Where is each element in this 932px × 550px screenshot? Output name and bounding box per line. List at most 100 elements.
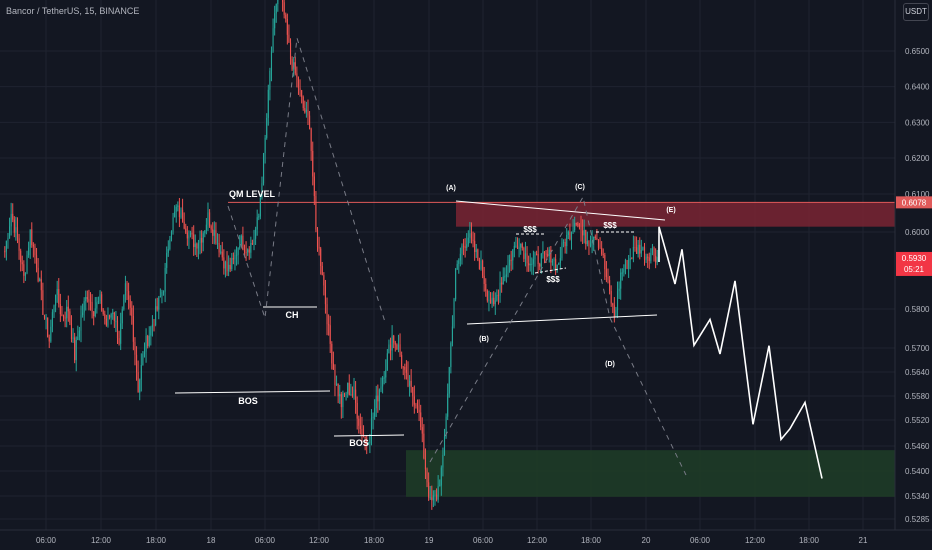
candle-body	[488, 299, 490, 301]
candle-body	[534, 253, 536, 260]
x-tick-label: 12:00	[745, 536, 766, 545]
x-tick-label: 20	[642, 536, 651, 545]
y-tick-label: 0.5520	[905, 416, 930, 425]
time-axis[interactable]: 06:00 12:00 18:00 18 06:00 12:00 18:00 19 06:00 1…	[0, 529, 932, 545]
candle-body	[18, 238, 20, 251]
candle-body	[642, 247, 644, 251]
liquidity-label-2: $$$	[546, 275, 560, 284]
candle-body	[577, 223, 579, 226]
annotation-labels: QM LEVEL CH BOS BOS (A) (B) (C) (D) (E) $$$ $$$ $$$	[229, 184, 676, 448]
candle-body	[40, 279, 42, 291]
demand-zone	[406, 450, 895, 497]
candle-body	[162, 291, 165, 293]
candle-body	[113, 312, 115, 321]
candle-body	[209, 212, 211, 227]
candle-body	[216, 243, 219, 245]
candle-body	[251, 242, 253, 245]
candle-body	[397, 344, 400, 350]
candle-body	[164, 267, 166, 292]
candle-body	[412, 387, 414, 397]
candle-body	[529, 263, 531, 266]
candle-body	[7, 237, 9, 241]
candle-body	[5, 240, 7, 252]
candle-body	[388, 344, 390, 354]
supply-zone	[456, 202, 895, 227]
candle-body	[418, 409, 420, 413]
candle-body	[291, 58, 293, 70]
candle-body	[155, 306, 157, 326]
candle-body	[378, 389, 380, 402]
candle-body	[269, 70, 271, 90]
candle-body	[645, 256, 647, 260]
candle-body	[491, 297, 493, 304]
candle-body	[142, 354, 144, 366]
candle-body	[302, 96, 304, 109]
candle-body	[478, 259, 480, 270]
bos-line-2	[333, 434, 405, 437]
zone-top-badge-bg	[896, 196, 932, 209]
candle-body	[453, 299, 455, 327]
candle-body	[201, 237, 203, 243]
candle-body	[650, 252, 652, 261]
candle-body	[301, 90, 303, 97]
candle-body	[121, 309, 123, 324]
candle-body	[297, 77, 300, 89]
candle-body	[266, 117, 268, 138]
candle-body	[436, 494, 438, 500]
candle-body	[77, 336, 79, 341]
y-tick-label: 0.5640	[905, 368, 930, 377]
candle-body	[16, 227, 19, 239]
candle-body	[191, 232, 193, 235]
y-tick-label: 0.5700	[905, 344, 930, 353]
candle-body	[115, 320, 117, 322]
liquidity-label-1: $$$	[523, 225, 537, 234]
candle-body	[55, 294, 57, 306]
candle-body	[112, 312, 114, 314]
triangle-lower-line	[466, 314, 658, 325]
candle-body	[572, 230, 574, 233]
candle-body	[442, 454, 444, 468]
candle-body	[542, 251, 544, 254]
candle-body	[123, 295, 125, 310]
wave-label-c: (C)	[575, 184, 585, 191]
candle-body	[148, 335, 150, 346]
candle-body	[375, 395, 377, 409]
candle-body	[326, 304, 328, 325]
candle-body	[494, 300, 496, 305]
candle-body	[286, 19, 288, 35]
candle-body	[120, 323, 122, 344]
candle-body	[29, 229, 31, 248]
candle-body	[609, 279, 611, 291]
candle-body	[310, 128, 312, 151]
candle-body	[413, 396, 415, 405]
candle-body	[621, 272, 623, 274]
candle-body	[578, 225, 580, 227]
candle-body	[231, 258, 233, 270]
candle-body	[50, 326, 52, 342]
last-price-badge-bg	[896, 251, 932, 276]
candle-body	[524, 253, 527, 259]
currency-unit-button[interactable]: USDT	[903, 3, 929, 21]
candle-body	[102, 309, 104, 314]
x-tick-label: 18:00	[799, 536, 820, 545]
candle-body	[170, 231, 173, 240]
candle-body	[515, 245, 517, 247]
candle-body	[456, 263, 458, 270]
candle-body	[128, 290, 130, 300]
price-axis[interactable]: 0.6500 0.6400 0.6300 0.6200 0.6100 0.6000 0.58…	[894, 0, 930, 530]
candle-body	[283, 2, 285, 15]
candle-body	[507, 265, 509, 275]
candle-body	[161, 292, 163, 297]
bos-label-1: BOS	[238, 396, 258, 406]
candle-body	[377, 395, 379, 402]
zone-top-badge: 0.6078	[902, 198, 927, 207]
candle-body	[221, 251, 223, 258]
candle-body	[404, 366, 406, 370]
candle-body	[469, 233, 471, 238]
candle-body	[531, 263, 533, 265]
candle-body	[512, 249, 514, 261]
candle-body	[620, 272, 622, 289]
candle-body	[175, 206, 177, 212]
candle-body	[607, 276, 609, 280]
